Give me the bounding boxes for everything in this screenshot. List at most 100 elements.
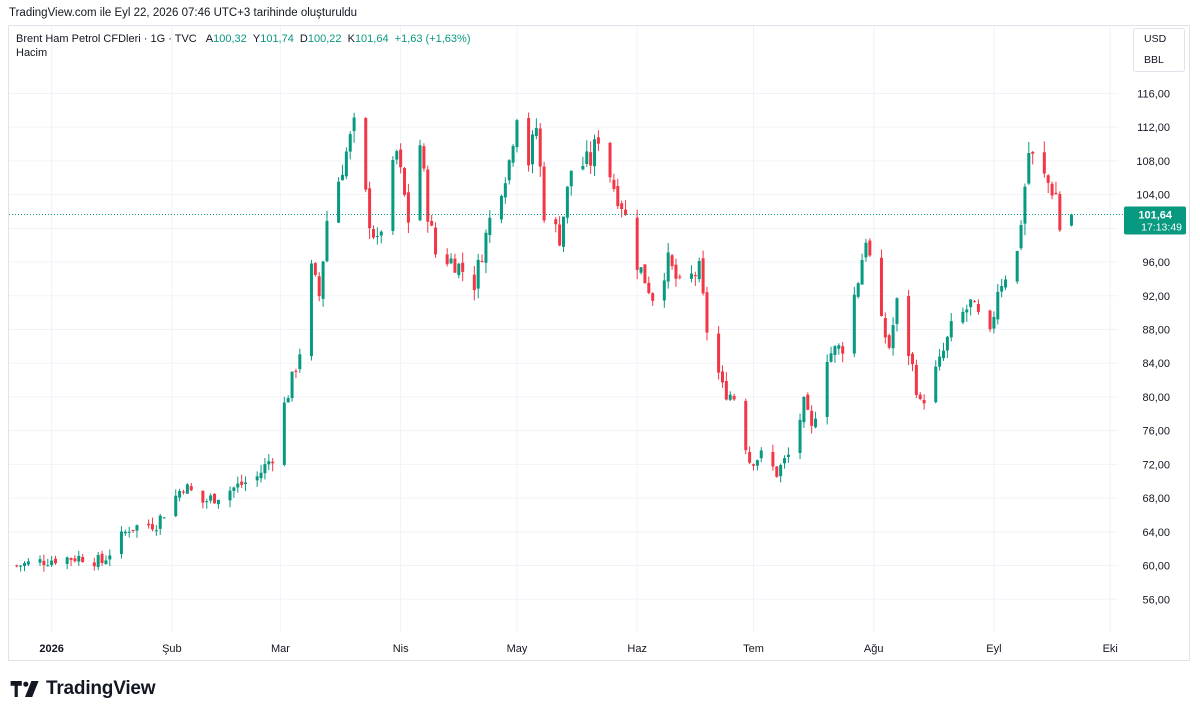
candle-body [783,458,787,464]
x-tick-label: Eki [1103,643,1118,655]
candle-body [717,333,721,373]
tradingview-logo[interactable]: TradingView [10,677,156,701]
candle-body [344,151,348,177]
candle-body [1046,175,1050,183]
candle-body [232,487,236,491]
candle-body [46,565,50,567]
unit-label[interactable]: BBL [1144,54,1164,66]
candle-body [185,484,189,494]
candle-body [426,169,430,222]
symbol-title[interactable]: Brent Ham Petrol CFDleri · 1G · TVC [16,33,197,45]
candle-body [379,231,383,236]
volume-label[interactable]: Hacim [16,47,48,59]
candle-body [814,418,818,428]
candle-body [1023,186,1027,224]
y-tick-label: 64,00 [1142,527,1170,539]
candle-body [131,529,135,531]
candle-body [348,134,352,152]
candle-body [81,556,85,563]
candle-body [798,419,802,453]
candle-body [852,294,856,354]
currency-unit-selector[interactable]: USD BBL [1133,28,1185,72]
candle-body [403,167,407,195]
candle-body [244,482,248,485]
x-tick-label: Ağu [864,643,884,655]
candle-body [918,394,922,400]
last-price-badge [1124,206,1186,235]
candle-body [744,400,748,451]
low-value: 100,22 [307,33,342,45]
candle-body [457,263,461,276]
candle-body [418,145,422,221]
candle-body [259,472,263,479]
candle-body [1027,152,1031,184]
candle-body [914,364,918,396]
candle-body [593,139,597,167]
candle-body [942,350,946,359]
candle-body [752,464,756,466]
candle-body [922,399,926,404]
candle-body [340,174,344,181]
candle-body [705,292,709,333]
candle-body [445,254,449,265]
candle-body [19,565,23,567]
y-tick-label: 96,00 [1142,257,1170,269]
candle-body [891,325,895,349]
candle-body [554,219,558,225]
candle-body [961,311,965,323]
high-label: Y [252,33,261,45]
candle-body [883,318,887,338]
candle-body [488,217,492,236]
change-value: +1,63 (+1,63%) [394,33,471,45]
candle-body [643,264,647,284]
candle-body [938,356,942,367]
candle-body [775,466,779,477]
candle-body [841,346,845,354]
candle-body [461,262,465,272]
chart-legend: Brent Ham Petrol CFDleri · 1G · TVC A100… [16,32,471,47]
candle-body [538,128,542,167]
candles [15,112,1073,572]
candle-body [309,263,313,357]
candle-body [453,258,457,273]
candle-body [294,370,298,372]
candle-body [178,490,182,498]
y-tick-label: 68,00 [1142,493,1170,505]
candle-body [282,402,286,465]
candle-body [949,321,953,338]
candle-body [612,179,616,189]
candle-body [511,145,515,163]
candle-body [992,316,996,329]
time-axis: 2026 Şub Mar Nis May Haz Tem Ağu Eyl Eki [39,643,1117,655]
candle-body [399,149,403,168]
candle-body [507,160,511,181]
candle-body [732,395,736,400]
tradingview-logo-icon [10,681,39,697]
candle-body [647,282,651,294]
candle-body [771,451,775,467]
candle-body [104,560,108,564]
currency-label[interactable]: USD [1144,33,1167,45]
x-tick-label: Mar [271,643,290,655]
candle-body [267,461,271,465]
candle-body [313,263,317,275]
candle-body [635,217,639,270]
candle-body [484,232,488,263]
candle-body [38,559,42,563]
candle-body [879,257,883,316]
y-tick-label: 60,00 [1142,561,1170,573]
candle-body [759,450,763,459]
candle-body [480,261,484,263]
candle-body [371,229,375,238]
candle-body [755,460,759,466]
candle-body [624,209,628,215]
candle-body [825,361,829,417]
candle-body [65,557,69,564]
x-tick-label: Şub [162,643,182,655]
candle-body [317,276,321,297]
candle-body [337,181,341,223]
price-axis: 56,00 60,00 64,00 68,00 72,00 76,00 80,00 84,00… [1136,88,1170,606]
candle-body [856,283,860,297]
